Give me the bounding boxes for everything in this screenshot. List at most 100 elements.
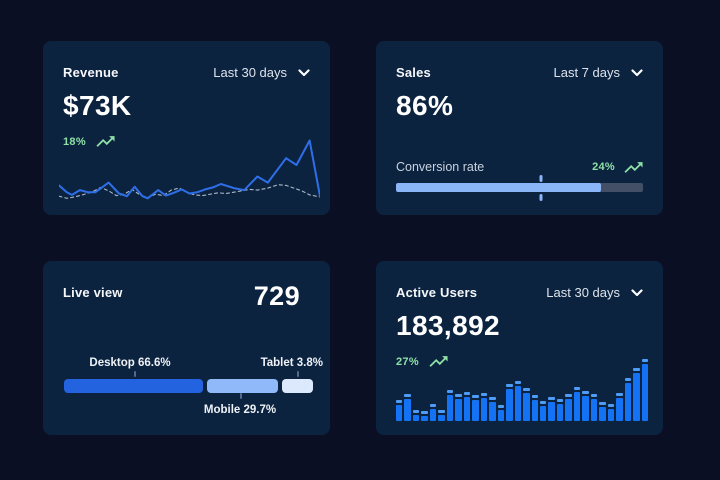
mobile-share-label: Mobile 29.7%: [203, 404, 277, 416]
bar-cap: [573, 386, 581, 390]
bar-cap: [396, 399, 403, 403]
bar-cap: [607, 403, 615, 407]
revenue-delta-value: 18%: [63, 135, 86, 148]
daily-users-bar: [590, 394, 598, 421]
conversion-delta-value: 24%: [592, 161, 615, 173]
conversion-rate-row: Conversion rate 24%: [396, 160, 643, 174]
active-users-card: Active Users Last 30 days 183,892 27%: [376, 261, 663, 435]
bar-cap: [412, 409, 420, 413]
daily-users-bar: [506, 383, 513, 421]
sales-card: Sales Last 7 days 86% Conversion rate 24…: [376, 41, 663, 215]
line-series-current: [59, 141, 320, 199]
bar-body: [506, 388, 513, 421]
bar-cap: [472, 395, 479, 398]
bar-body: [446, 395, 454, 421]
daily-users-bar: [565, 394, 572, 421]
bar-body: [582, 396, 589, 421]
bar-body: [497, 409, 505, 421]
live-view-card-header: Live view 729: [63, 281, 310, 312]
revenue-card-header: Revenue Last 30 days: [63, 65, 310, 80]
bar-body: [607, 408, 615, 421]
conversion-rate-delta: 24%: [592, 161, 643, 174]
bar-cap: [565, 394, 572, 398]
bar-body: [480, 397, 488, 421]
daily-users-bar: [616, 393, 623, 421]
device-labels-bottom: Mobile 29.7%: [64, 404, 323, 416]
tablet-segment: [281, 379, 313, 393]
bar-cap: [523, 387, 530, 391]
mobile-pointer-tick: [240, 393, 242, 399]
daily-users-bar: [412, 409, 420, 421]
active-users-value: 183,892: [396, 310, 501, 341]
bar-body: [641, 364, 649, 421]
tablet-share-label: Tablet 3.8%: [260, 357, 323, 369]
revenue-card-title: Revenue: [63, 65, 119, 80]
revenue-delta: 18%: [63, 135, 310, 148]
device-breakdown-chart: Desktop 66.6% Tablet 3.8% Mobile 29.7%: [64, 357, 323, 416]
daily-users-bar: [455, 393, 462, 421]
sales-value: 86%: [396, 90, 454, 121]
conversion-rate-label: Conversion rate: [396, 160, 485, 174]
live-view-card: Live view 729 Desktop 66.6% Tablet 3.8% …: [43, 261, 330, 435]
bar-body: [556, 404, 564, 421]
daily-users-bar: [607, 403, 615, 421]
revenue-value: $73K: [63, 90, 132, 121]
chevron-down-icon: [298, 68, 310, 76]
bar-cap: [531, 395, 538, 398]
daily-users-bar: [472, 395, 479, 421]
sales-range-dropdown[interactable]: Last 7 days: [554, 65, 644, 80]
bar-body: [531, 400, 538, 421]
revenue-range-dropdown[interactable]: Last 30 days: [213, 65, 310, 80]
bar-cap: [497, 404, 505, 408]
daily-users-bar: [446, 390, 454, 421]
daily-users-bar: [497, 404, 505, 421]
daily-users-bar: [539, 400, 547, 421]
bar-cap: [548, 397, 555, 401]
bar-body: [599, 407, 606, 421]
daily-users-bar: [480, 392, 488, 421]
bar-cap: [514, 380, 522, 384]
bar-cap: [539, 400, 547, 404]
sales-card-title: Sales: [396, 65, 431, 80]
daily-users-bar: [531, 395, 538, 421]
revenue-line-chart: [59, 130, 320, 202]
daily-users-bar: [556, 399, 564, 421]
daily-users-bar: [582, 391, 589, 421]
bar-cap: [438, 409, 445, 413]
active-users-card-header: Active Users Last 30 days: [396, 285, 643, 300]
daily-users-bar: [548, 397, 555, 421]
tablet-pointer-tick: [297, 371, 299, 377]
progress-marker-tick-bottom: [539, 194, 543, 201]
conversion-progress-bar: [396, 183, 643, 192]
sales-range-label: Last 7 days: [553, 65, 621, 80]
trending-up-icon: [624, 161, 643, 173]
bar-body: [539, 405, 547, 421]
trending-up-icon: [429, 356, 448, 367]
active-users-range-dropdown[interactable]: Last 30 days: [546, 285, 643, 300]
daily-users-bar: [641, 359, 649, 421]
bar-cap: [404, 393, 411, 397]
daily-users-bar: [599, 402, 606, 421]
daily-users-bar: [438, 409, 445, 421]
active-users-bar-chart: [396, 359, 649, 421]
bar-body: [412, 414, 420, 421]
bar-body: [404, 398, 411, 421]
active-users-range-label: Last 30 days: [546, 285, 620, 300]
bar-body: [548, 402, 555, 421]
bar-cap: [582, 391, 589, 395]
daily-users-bar: [404, 393, 411, 421]
revenue-range-label: Last 30 days: [213, 65, 287, 80]
bar-cap: [421, 411, 428, 415]
bar-cap: [633, 368, 640, 372]
revenue-card: Revenue Last 30 days $73K 18%: [43, 41, 330, 215]
daily-users-bar: [514, 380, 522, 421]
daily-users-bar: [396, 399, 403, 421]
daily-users-bar: [429, 403, 437, 421]
active-users-delta: 27%: [396, 355, 643, 368]
progress-marker-tick-top: [539, 175, 543, 182]
bar-body: [396, 404, 403, 421]
daily-users-bar: [421, 411, 428, 421]
trending-up-icon: [96, 136, 115, 147]
bar-body: [573, 391, 581, 421]
bar-body: [590, 399, 598, 421]
